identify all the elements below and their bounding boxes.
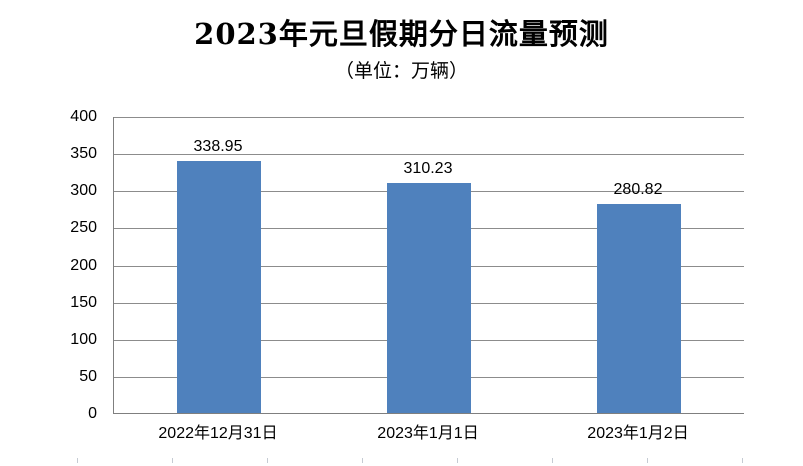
plot-area <box>113 117 744 414</box>
y-tick-label: 250 <box>70 219 97 236</box>
bar-2023年1月1日 <box>387 183 471 413</box>
bar-value-label: 310.23 <box>403 160 453 177</box>
gridline <box>114 117 744 118</box>
x-category-label: 2022年12月31日 <box>158 425 278 442</box>
y-tick-label: 350 <box>70 145 97 162</box>
y-tick-label: 300 <box>70 182 97 199</box>
y-tick-label: 400 <box>70 108 97 125</box>
bar-2022年12月31日 <box>177 161 261 413</box>
y-tick-label: 50 <box>79 368 97 385</box>
x-category-label: 2023年1月1日 <box>377 425 479 442</box>
x-category-label: 2023年1月2日 <box>587 425 689 442</box>
chart-title: 2023年元旦假期分日流量预测 <box>194 17 609 51</box>
y-tick-label: 100 <box>70 331 97 348</box>
y-tick-label: 0 <box>88 405 97 422</box>
chart-subtitle: （单位：万辆） <box>334 60 468 82</box>
y-tick-label: 200 <box>70 257 97 274</box>
y-tick-label: 150 <box>70 294 97 311</box>
bar-value-label: 338.95 <box>193 138 243 155</box>
bar-value-label: 280.82 <box>613 181 663 198</box>
x-axis-line <box>114 413 744 414</box>
bar-2023年1月2日 <box>597 204 681 413</box>
spreadsheet-cell-ticks <box>77 458 784 463</box>
gridline <box>114 154 744 155</box>
